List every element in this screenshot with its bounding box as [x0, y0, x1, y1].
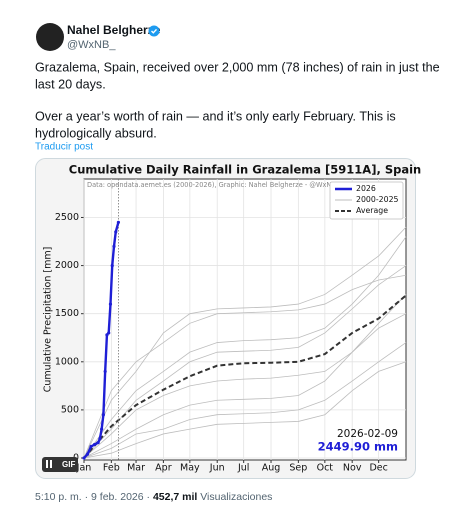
- current-year-point: [107, 331, 111, 335]
- past-year-line: [83, 342, 407, 459]
- x-tick-label: Jan: [76, 463, 92, 474]
- x-tick-label: Nov: [343, 463, 362, 474]
- past-year-line: [83, 313, 407, 459]
- past-year-line: [83, 274, 407, 459]
- past-year-line: [83, 265, 407, 459]
- y-axis-label: Cumulative Precipitation [mm]: [43, 247, 54, 393]
- post-meta: 5:10 p. m. · 9 feb. 2026 · 452,7 mil Vis…: [35, 491, 272, 503]
- x-tick-label: Oct: [317, 463, 334, 474]
- author[interactable]: Nahel Belgherze: [67, 23, 161, 37]
- x-tick-label: Jun: [209, 463, 225, 474]
- post-line: hydrologically absurd.: [35, 126, 157, 140]
- past-year-line: [83, 226, 407, 459]
- pause-bar: [50, 460, 52, 468]
- avatar[interactable]: [36, 23, 64, 51]
- current-year-point: [100, 427, 104, 431]
- current-year-point: [101, 413, 106, 417]
- annotation-date: 2026-02-09: [337, 428, 398, 440]
- chart: Cumulative Daily Rainfall in Grazalema […: [43, 163, 422, 474]
- current-year-point: [98, 437, 102, 441]
- current-year-point: [103, 369, 107, 374]
- legend-label: Average: [356, 206, 388, 215]
- x-tick-label: May: [180, 463, 200, 474]
- x-tick-label: Sep: [289, 463, 307, 474]
- handle[interactable]: @WxNB_: [67, 39, 116, 51]
- legend-label: 2026: [356, 184, 376, 193]
- translate-link[interactable]: Traducir post: [35, 142, 93, 153]
- separator: ·: [147, 491, 151, 503]
- current-year-point: [85, 452, 90, 456]
- y-tick-label: 1500: [55, 308, 79, 319]
- current-year-point: [89, 444, 93, 449]
- current-year-point: [96, 441, 100, 445]
- x-tick-label: Dec: [369, 463, 387, 474]
- post-line: last 20 days.: [35, 77, 106, 91]
- plot-area: [83, 178, 407, 461]
- current-year-point: [112, 244, 116, 248]
- current-year-point: [116, 220, 121, 224]
- views-count: 452,7 mil: [153, 491, 197, 503]
- past-year-line: [83, 236, 407, 459]
- average-line: [83, 294, 407, 459]
- chart-subtitle: Data: opendata.aemet.es (2000-2026), Gra…: [87, 181, 340, 189]
- gif-label: GIF: [62, 460, 75, 469]
- y-tick-label: 500: [61, 404, 79, 415]
- current-year-point: [82, 456, 86, 460]
- separator: ·: [85, 491, 89, 503]
- current-year-line: [83, 221, 120, 459]
- x-tick-label: Aug: [262, 463, 281, 474]
- legend-label: 2000-2025: [356, 195, 399, 204]
- date[interactable]: 9 feb. 2026: [91, 491, 144, 503]
- pause-bar: [46, 460, 48, 468]
- x-tick-label: Apr: [155, 463, 172, 474]
- x-tick-label: Mar: [127, 463, 145, 474]
- verified-check: [151, 28, 158, 34]
- current-year-point: [108, 302, 113, 306]
- time[interactable]: 5:10 p. m.: [35, 491, 82, 503]
- current-year-point: [110, 263, 114, 268]
- y-tick-label: 2500: [55, 212, 79, 223]
- y-tick-label: 2000: [55, 260, 79, 271]
- chart-title: Cumulative Daily Rainfall in Grazalema […: [69, 163, 421, 177]
- post-text: Grazalema, Spain, received over 2,000 mm…: [35, 60, 440, 140]
- current-year-point: [92, 442, 97, 447]
- verified-badge: [148, 25, 160, 37]
- post-line: Over a year’s worth of rain — and it’s o…: [35, 109, 396, 123]
- post-line: Grazalema, Spain, received over 2,000 mm…: [35, 60, 440, 74]
- x-tick-label: Feb: [103, 463, 120, 474]
- legend-box: [329, 181, 404, 220]
- current-year-point: [114, 230, 118, 234]
- views-label: Visualizaciones: [200, 491, 272, 503]
- annotation-total: 2449.90 mm: [318, 440, 398, 454]
- y-tick-label: 1000: [55, 356, 79, 367]
- x-tick-label: Jul: [237, 463, 249, 474]
- past-year-line: [83, 361, 407, 459]
